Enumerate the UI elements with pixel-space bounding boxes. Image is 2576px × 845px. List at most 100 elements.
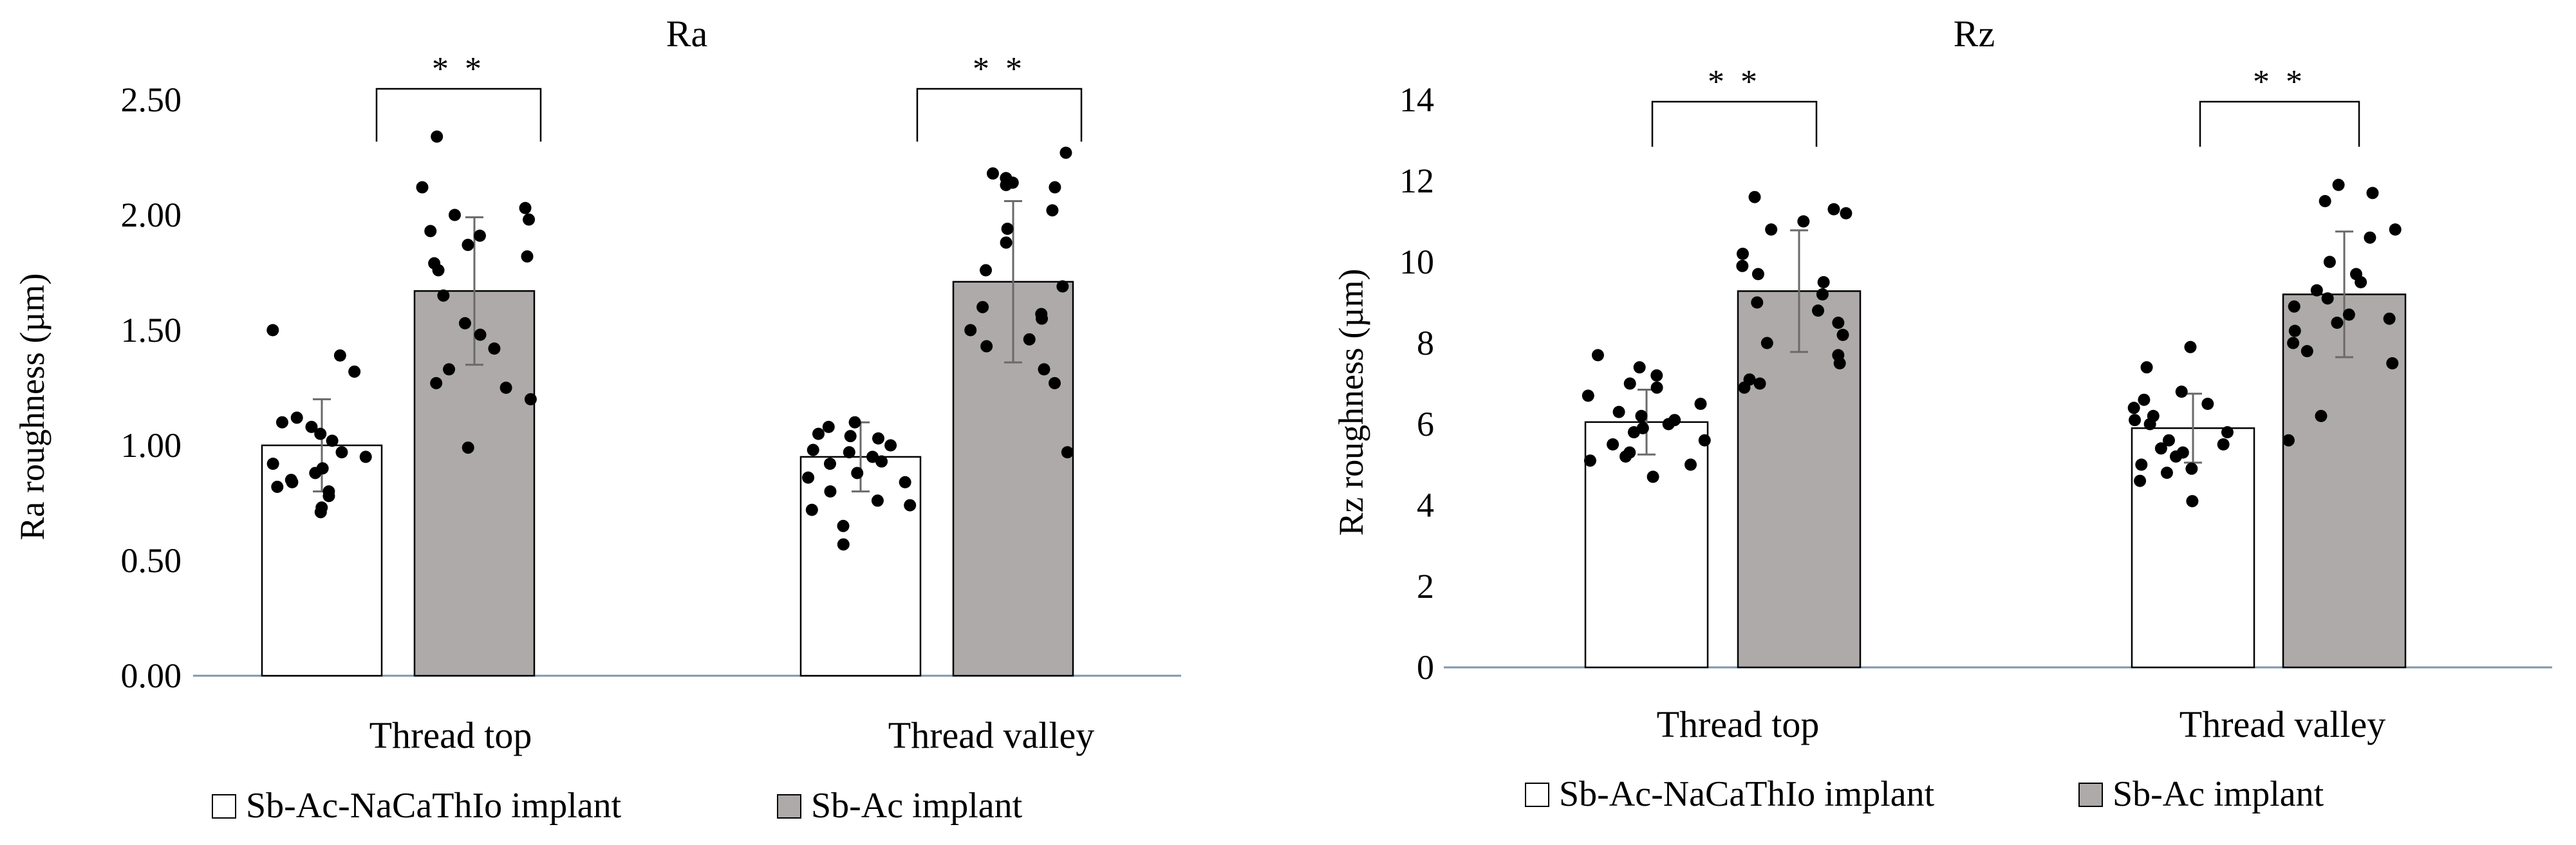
rz-data-point (1633, 361, 1646, 374)
legend-swatch-sb-ac (2078, 783, 2103, 807)
rz-data-point (1650, 369, 1663, 382)
ra-data-point (326, 434, 339, 447)
ra-data-point (837, 538, 850, 551)
rz-y-ticks: 0 2 4 6 8 10 12 14 (1399, 80, 1434, 687)
ra-chart-title: Ra (666, 13, 707, 55)
ra-data-point (315, 501, 328, 514)
rz-data-point (2127, 402, 2140, 414)
ra-data-point (462, 239, 474, 252)
rz-data-point (2160, 467, 2173, 479)
rz-data-point (2321, 292, 2334, 305)
rz-data-point (2319, 195, 2331, 207)
ra-bar (799, 456, 922, 677)
rz-data-point (2217, 438, 2230, 450)
ra-data-point (285, 474, 297, 487)
ra-data-point (316, 462, 329, 475)
ra-data-point (904, 499, 917, 512)
ra-data-point (443, 363, 456, 376)
rz-significance-label: * * (1708, 64, 1761, 100)
ra-data-point (1001, 222, 1014, 235)
rz-data-point (2315, 409, 2328, 422)
ra-data-point (488, 342, 501, 355)
ra-data-point (1023, 333, 1036, 346)
rz-y-tick-label: 12 (1399, 162, 1434, 200)
ra-data-point (448, 209, 461, 221)
rz-data-point (1817, 276, 1830, 288)
ra-data-point (837, 519, 850, 532)
rz-data-point (1736, 259, 1749, 272)
legend-label-sb-ac-nacathio: Sb-Ac-NaCaThIo implant (1559, 774, 1935, 814)
rz-data-point (1765, 223, 1778, 236)
rz-data-point (1760, 337, 1773, 349)
ra-data-point (271, 480, 284, 493)
ra-data-point (462, 441, 474, 454)
rz-chart: Rz Rz roughness (µm) 0 2 4 6 8 10 12 14 * * * * … (1332, 13, 2552, 745)
ra-data-point (884, 439, 897, 452)
ra-data-point (359, 450, 372, 463)
legend-label-sb-ac: Sb-Ac implant (2113, 774, 2324, 814)
ra-data-point (431, 130, 443, 143)
ra-data-point (976, 301, 989, 313)
rz-data-point (1668, 414, 1681, 427)
ra-data-point (524, 393, 537, 405)
ra-data-point (314, 427, 327, 440)
rz-data-point (2154, 442, 2167, 455)
rz-data-point (1636, 422, 1649, 434)
ra-data-point (1000, 178, 1013, 191)
ra-data-point (322, 485, 335, 498)
ra-data-point (824, 485, 837, 498)
rz-data-point (1612, 405, 1625, 418)
rz-data-point (2364, 231, 2376, 244)
rz-data-point (1623, 377, 1636, 390)
rz-data-point (2288, 324, 2301, 337)
ra-data-point (428, 257, 441, 270)
rz-data-point (1647, 470, 1659, 483)
ra-data-point (812, 427, 825, 440)
ra-data-point (519, 201, 532, 214)
ra-y-tick-label: 1.50 (121, 311, 182, 349)
rz-y-axis-label: Rz roughness (µm) (1332, 268, 1370, 535)
ra-data-point (1038, 363, 1050, 376)
ra-data-point (875, 455, 888, 468)
rz-data-point (2331, 317, 2344, 329)
ra-significance-label: * * (973, 51, 1026, 88)
rz-data-point (1743, 373, 1756, 386)
ra-data-point (843, 446, 855, 459)
ra-data-point (871, 494, 884, 507)
ra-y-tick-label: 1.00 (121, 426, 182, 465)
rz-data-point (2383, 312, 2396, 325)
ra-legend: Sb-Ac-NaCaThIo implant Sb-Ac implant (212, 786, 1023, 826)
ra-data-point (266, 458, 279, 470)
rz-data-point (2310, 284, 2323, 297)
ra-data-point (437, 289, 450, 302)
ra-data-point (1059, 146, 1072, 159)
ra-data-point (1056, 280, 1069, 293)
rz-data-point (2134, 474, 2147, 487)
rz-data-point (1583, 454, 1596, 467)
ra-data-point (335, 446, 348, 459)
rz-data-point (2349, 268, 2362, 281)
ra-data-point (848, 416, 861, 429)
rz-y-tick-label: 4 (1417, 486, 1434, 525)
rz-data-point (2342, 308, 2355, 321)
ra-data-point (275, 416, 288, 429)
rz-data-point (1748, 190, 1761, 203)
rz-data-point (1591, 349, 1604, 362)
rz-significance-bracket (2199, 100, 2360, 147)
rz-significance-label: * * (2253, 64, 2306, 100)
ra-data-point (899, 476, 911, 488)
rz-error-bars (1638, 229, 2353, 464)
rz-data-point (1751, 296, 1764, 309)
rz-data-point (2129, 414, 2142, 427)
rz-data-point (2186, 495, 2199, 508)
rz-y-tick-label: 6 (1417, 405, 1434, 443)
rz-data-point (1751, 268, 1764, 281)
ra-data-point (986, 167, 999, 180)
ra-significance-label: * * (432, 51, 485, 88)
ra-data-point (866, 450, 879, 463)
ra-data-point (1000, 236, 1013, 249)
ra-significance-bracket (916, 88, 1083, 142)
rz-data-point (2162, 434, 2175, 447)
ra-data-point (424, 225, 437, 237)
